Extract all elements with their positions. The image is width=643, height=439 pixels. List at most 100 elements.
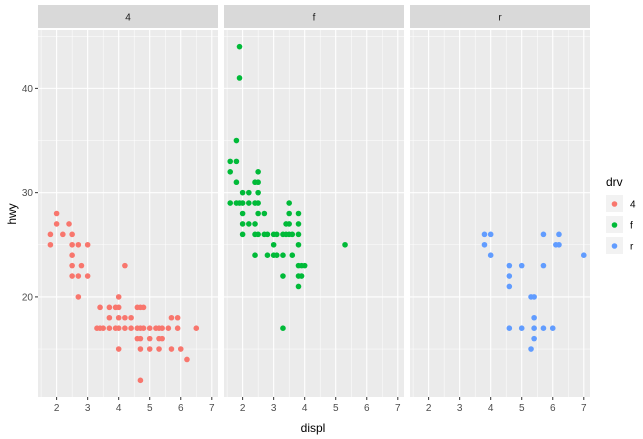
data-point: [106, 304, 113, 311]
facet-strip: [410, 5, 590, 28]
data-point: [156, 346, 162, 352]
data-point: [53, 221, 60, 227]
data-point: [487, 252, 494, 259]
data-point: [487, 231, 494, 238]
facet-strip-label: f: [313, 13, 316, 24]
data-point: [66, 221, 72, 227]
data-point: [84, 241, 91, 248]
x-axis-title: displ: [301, 421, 326, 435]
x-tick-label: 2: [54, 403, 60, 414]
data-point: [115, 325, 122, 331]
data-point: [518, 262, 525, 269]
data-point: [122, 262, 128, 269]
data-point: [286, 210, 292, 217]
data-point: [580, 252, 587, 259]
legend-title: drv: [606, 175, 623, 189]
facet-strip-label: r: [498, 13, 502, 24]
data-point: [159, 325, 165, 331]
data-point: [540, 262, 547, 269]
data-point: [255, 189, 261, 196]
data-point: [146, 325, 153, 331]
data-point: [227, 158, 234, 165]
data-point: [69, 262, 75, 269]
data-point: [255, 210, 261, 217]
data-point: [295, 241, 302, 248]
data-point: [540, 231, 547, 238]
data-point: [69, 231, 75, 238]
data-point: [236, 43, 243, 50]
data-point: [531, 335, 537, 342]
data-point: [518, 325, 525, 331]
data-point: [506, 325, 513, 331]
data-point: [289, 231, 296, 238]
data-point: [286, 200, 292, 206]
data-point: [239, 189, 246, 196]
x-tick-label: 5: [333, 403, 339, 414]
data-point: [261, 210, 268, 217]
data-point: [342, 241, 348, 248]
data-point: [174, 314, 181, 321]
data-point: [298, 273, 305, 279]
x-tick-label: 4: [488, 403, 494, 414]
data-point: [233, 137, 240, 144]
data-point: [252, 221, 258, 227]
x-tick-label: 6: [364, 403, 370, 414]
data-point: [115, 314, 122, 321]
panel-background: [38, 30, 218, 397]
legend-label: f: [630, 221, 633, 232]
data-point: [122, 325, 128, 331]
data-point: [528, 346, 534, 352]
data-point: [239, 221, 246, 227]
data-point: [137, 335, 144, 342]
data-point: [531, 314, 537, 321]
data-point: [69, 273, 75, 279]
data-point: [556, 231, 562, 238]
x-tick-label: 6: [178, 403, 184, 414]
data-point: [233, 158, 240, 165]
y-tick-label: 20: [22, 292, 34, 303]
facet-panel-f: f 2 3 4 5 6 7: [224, 5, 404, 414]
data-point: [69, 241, 75, 248]
data-point: [140, 304, 147, 311]
data-point: [184, 356, 190, 363]
data-point: [75, 294, 82, 300]
y-tick-label: 40: [22, 84, 34, 95]
legend: drv 4 fr: [606, 175, 636, 254]
data-point: [255, 179, 261, 186]
data-point: [75, 273, 82, 279]
facet-strip: [38, 5, 218, 28]
y-axis-title: hwy: [5, 203, 19, 224]
data-point: [106, 325, 113, 331]
data-point: [227, 200, 234, 206]
data-point: [246, 200, 252, 206]
facet-strip: [224, 5, 404, 28]
x-tick-label: 3: [271, 403, 277, 414]
data-point: [47, 231, 54, 238]
data-point: [506, 283, 513, 290]
data-point: [115, 294, 122, 300]
data-point: [75, 241, 82, 248]
data-point: [246, 189, 252, 196]
y-axis: 20 30 40: [22, 84, 38, 303]
x-tick-label: 2: [426, 403, 432, 414]
data-point: [295, 283, 302, 290]
data-point: [106, 314, 113, 321]
y-tick-label: 30: [22, 188, 34, 199]
data-point: [301, 262, 308, 269]
legend-key-r: [611, 243, 618, 249]
data-point: [165, 325, 172, 331]
data-point: [53, 210, 60, 217]
data-point: [264, 231, 271, 238]
data-point: [168, 346, 175, 352]
x-tick-label: 3: [457, 403, 463, 414]
data-point: [280, 252, 286, 259]
data-point: [481, 241, 488, 248]
data-point: [100, 325, 106, 331]
data-point: [193, 325, 200, 331]
data-point: [481, 231, 488, 238]
data-point: [233, 179, 240, 186]
data-point: [115, 346, 122, 352]
x-tick-label: 7: [395, 403, 401, 414]
data-point: [168, 314, 175, 321]
facet-panel-r: r 2 3 4 5 6 7: [410, 5, 590, 414]
